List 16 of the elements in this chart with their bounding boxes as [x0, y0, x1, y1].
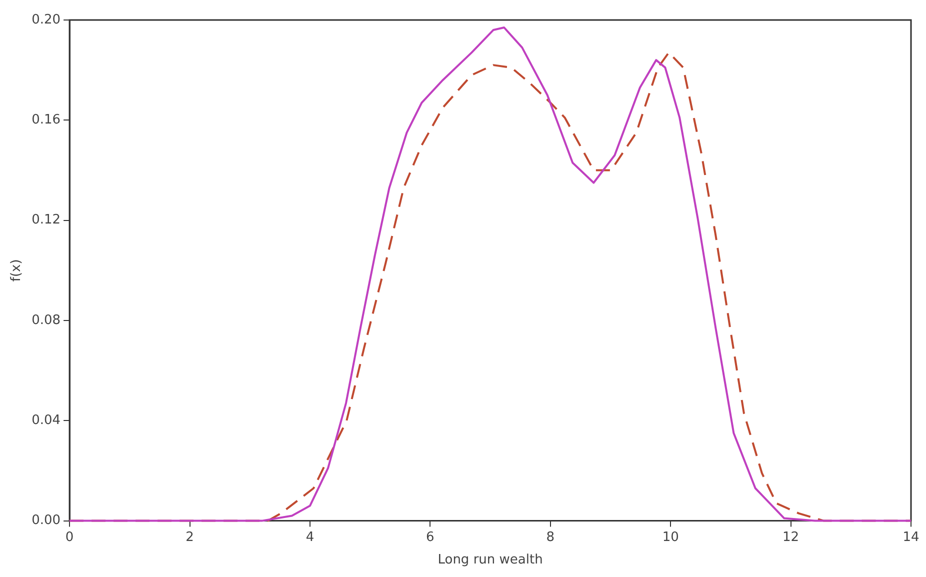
- x-axis-title: Long run wealth: [438, 552, 543, 568]
- y-axis-title: f(x): [9, 259, 24, 282]
- x-tick-label: 2: [186, 530, 194, 545]
- y-tick-label: 0.12: [32, 212, 61, 228]
- x-tick-label: 10: [662, 530, 679, 545]
- x-tick-label: 0: [65, 530, 74, 545]
- y-tick-label: 0.00: [32, 513, 61, 528]
- y-tick-label: 0.08: [32, 312, 61, 328]
- y-tick-label: 0.04: [32, 413, 61, 428]
- y-tick-label: 0.16: [32, 112, 61, 128]
- x-tick-label: 12: [782, 530, 800, 545]
- y-tick-label: 0.20: [32, 12, 61, 28]
- x-tick-label: 6: [426, 530, 434, 545]
- x-tick-label: 14: [902, 530, 920, 545]
- x-tick-label: 4: [306, 530, 314, 545]
- x-tick-label: 8: [546, 530, 555, 545]
